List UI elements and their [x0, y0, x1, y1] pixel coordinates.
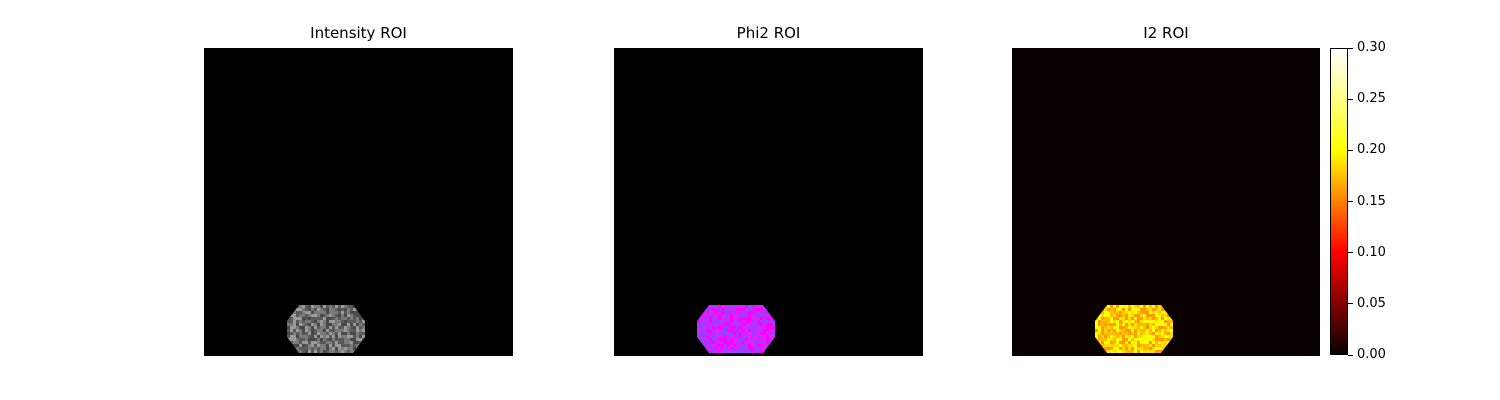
- colorbar-tick: [1348, 252, 1353, 254]
- heatmap-intensity-background: [204, 48, 513, 356]
- colorbar-tick-label: 0.30: [1357, 40, 1386, 55]
- colorbar-tick: [1348, 354, 1353, 356]
- colorbar-tick: [1348, 201, 1353, 202]
- colorbar-tick-label: 0.15: [1357, 193, 1386, 209]
- heatmap-i2: [1012, 48, 1320, 356]
- colorbar-tick: [1348, 98, 1353, 100]
- heatmap-phi2-background: [614, 48, 923, 356]
- heatmap-intensity-roi: [287, 305, 365, 353]
- colorbar-tick-label: 0.05: [1357, 295, 1386, 311]
- colorbar-tick-label: 0.20: [1357, 142, 1386, 158]
- roi-texture: [287, 305, 365, 353]
- colorbar-tick: [1348, 149, 1353, 151]
- heatmap-i2-roi: [1095, 305, 1173, 353]
- heatmap-i2-svg: [1012, 48, 1320, 356]
- heatmap-phi2-roi: [697, 305, 775, 353]
- panel-title-phi2: Phi2 ROI: [736, 24, 801, 42]
- colorbar-tick-label: 0.10: [1357, 244, 1386, 260]
- heatmap-i2-background: [1012, 48, 1320, 356]
- colorbar-tick: [1348, 303, 1353, 305]
- colorbar-tick-label: 0.00: [1357, 347, 1386, 362]
- heatmap-intensity-svg: [204, 48, 513, 356]
- colorbar-tick: [1348, 47, 1353, 49]
- colorbar-tick-label: 0.25: [1357, 91, 1386, 107]
- roi-texture: [697, 305, 775, 353]
- heatmap-intensity: [204, 48, 513, 356]
- heatmap-phi2: [614, 48, 923, 356]
- panel-title-intensity: Intensity ROI: [310, 24, 407, 42]
- roi-texture: [1095, 305, 1173, 353]
- panel-title-i2: I2 ROI: [1143, 24, 1189, 42]
- colorbar: [1330, 48, 1348, 355]
- heatmap-phi2-svg: [614, 48, 923, 356]
